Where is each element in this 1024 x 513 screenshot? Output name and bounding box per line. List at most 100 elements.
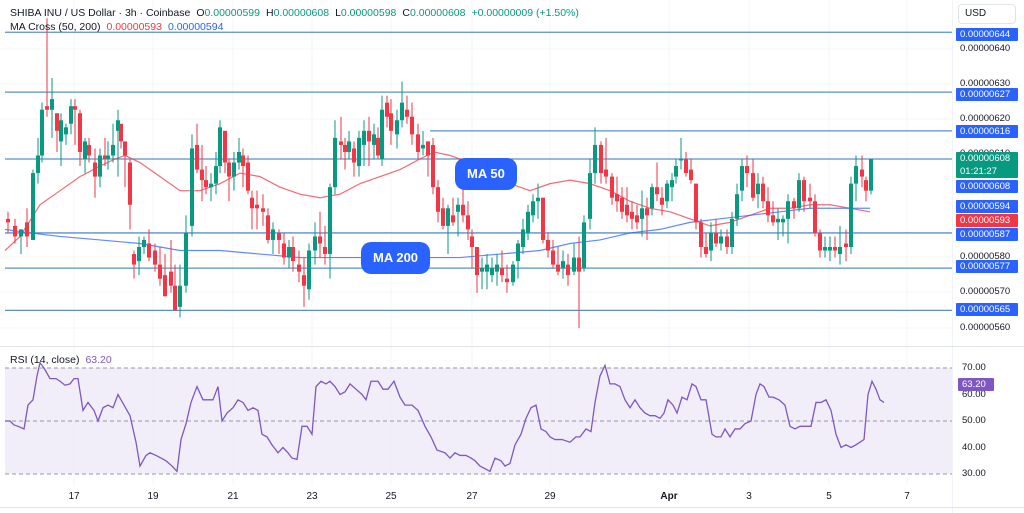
candle-body	[604, 169, 608, 177]
candle-body	[854, 166, 858, 184]
candle-body	[291, 247, 295, 262]
candle-body	[246, 162, 250, 191]
candle-body	[271, 229, 275, 240]
candle-body	[173, 285, 177, 311]
candle-body	[485, 264, 489, 272]
candle-body	[446, 208, 450, 226]
time-tick-label: 29	[544, 491, 556, 502]
candle-body	[128, 162, 132, 205]
candle-body	[297, 264, 301, 272]
candle-body	[45, 106, 49, 110]
candle-body	[307, 250, 311, 290]
ma-cross-label[interactable]: MA Cross (50, 200)	[10, 21, 101, 33]
price-tick-label: 0.00000560	[960, 322, 1011, 333]
price-level-tag: 0.00000627	[956, 88, 1018, 101]
candle-body	[214, 166, 218, 184]
last-price: 0.00000608	[960, 153, 1011, 164]
candle-body	[59, 120, 63, 142]
candle-body	[828, 247, 832, 251]
candle-body	[771, 215, 775, 223]
candle-body	[546, 239, 550, 251]
time-tick-label: 21	[227, 491, 239, 502]
pane-separator[interactable]	[0, 346, 1024, 347]
time-tick-label: 19	[147, 491, 159, 502]
candle-body	[362, 130, 366, 145]
rsi-line	[5, 361, 885, 473]
candle-body	[426, 141, 430, 156]
candle-body	[551, 250, 555, 265]
candle-body	[635, 215, 639, 223]
price-level-tag: 0.00000608	[956, 180, 1018, 193]
candle-body	[709, 232, 713, 251]
candle-body	[625, 204, 629, 216]
candle-body	[218, 127, 222, 167]
rsi-tick-label: 50.00	[962, 415, 986, 426]
candle-body	[287, 247, 291, 258]
candle-body	[541, 197, 545, 240]
candle-body	[620, 197, 624, 212]
candle-body	[766, 201, 770, 216]
price-tick-label: 0.00000580	[960, 251, 1011, 262]
rsi-value: 63.20	[85, 354, 112, 366]
candle-body	[655, 187, 659, 195]
candle-body	[328, 187, 332, 255]
candle-body	[490, 268, 494, 276]
candle-body	[147, 243, 151, 258]
rsi-tick-label: 70.00	[962, 362, 986, 373]
candle-body	[352, 148, 356, 163]
candle-body	[25, 222, 29, 237]
candle-body	[802, 180, 806, 202]
candle-body	[380, 109, 384, 159]
bar-countdown: 01:21:27	[960, 166, 997, 177]
candle-body	[536, 197, 540, 202]
candle-body	[531, 201, 535, 216]
candle-body	[372, 134, 376, 145]
candle-body	[615, 194, 619, 202]
rsi-label[interactable]: RSI (14, close)	[10, 354, 80, 366]
price-level-tag: 0.00000577	[956, 260, 1018, 273]
candle-body	[103, 155, 107, 159]
candle-body	[660, 197, 664, 205]
candle-body	[250, 197, 254, 209]
price-level-tag: 0.00000594	[956, 200, 1018, 213]
candle-body	[153, 250, 157, 265]
candle-body	[98, 155, 102, 177]
time-tick-label: 27	[466, 491, 478, 502]
candle-body	[588, 173, 592, 219]
candle-body	[163, 275, 167, 297]
candle-body	[223, 130, 227, 163]
time-tick-label: 5	[826, 491, 832, 502]
symbol-legend-row: SHIBA INU / US Dollar · 3h · Coinbase O0…	[10, 6, 579, 20]
symbol-title[interactable]: SHIBA INU / US Dollar · 3h · Coinbase	[10, 7, 191, 19]
candle-body	[776, 218, 780, 223]
candle-body	[838, 247, 842, 255]
candle-body	[797, 180, 801, 209]
time-tick-label: 25	[385, 491, 397, 502]
candle-body	[577, 257, 581, 272]
candle-body	[282, 243, 286, 258]
candle-body	[385, 102, 389, 117]
candle-body	[313, 236, 317, 251]
candle-body	[405, 109, 409, 117]
time-tick-label: 17	[68, 491, 80, 502]
candle-body	[302, 275, 306, 286]
candle-body	[416, 134, 420, 152]
candle-body	[756, 183, 760, 195]
ma-legend-row: MA Cross (50, 200) 0.00000593 0.00000594	[10, 20, 579, 34]
currency-button[interactable]: USD	[958, 4, 1016, 24]
price-axis[interactable]	[952, 0, 1024, 513]
candle-body	[823, 247, 827, 251]
candle-body	[339, 141, 343, 145]
candle-body	[200, 169, 204, 181]
candle-body	[456, 204, 460, 212]
candle-body	[694, 183, 698, 223]
candle-body	[844, 243, 848, 247]
last-price-tag: 0.00000608 01:21:27	[956, 152, 1018, 178]
candle-body	[730, 218, 734, 247]
candle-body	[813, 201, 817, 233]
candle-body	[640, 208, 644, 219]
ma50-value: 0.00000593	[106, 21, 162, 33]
candle-body	[241, 155, 245, 167]
